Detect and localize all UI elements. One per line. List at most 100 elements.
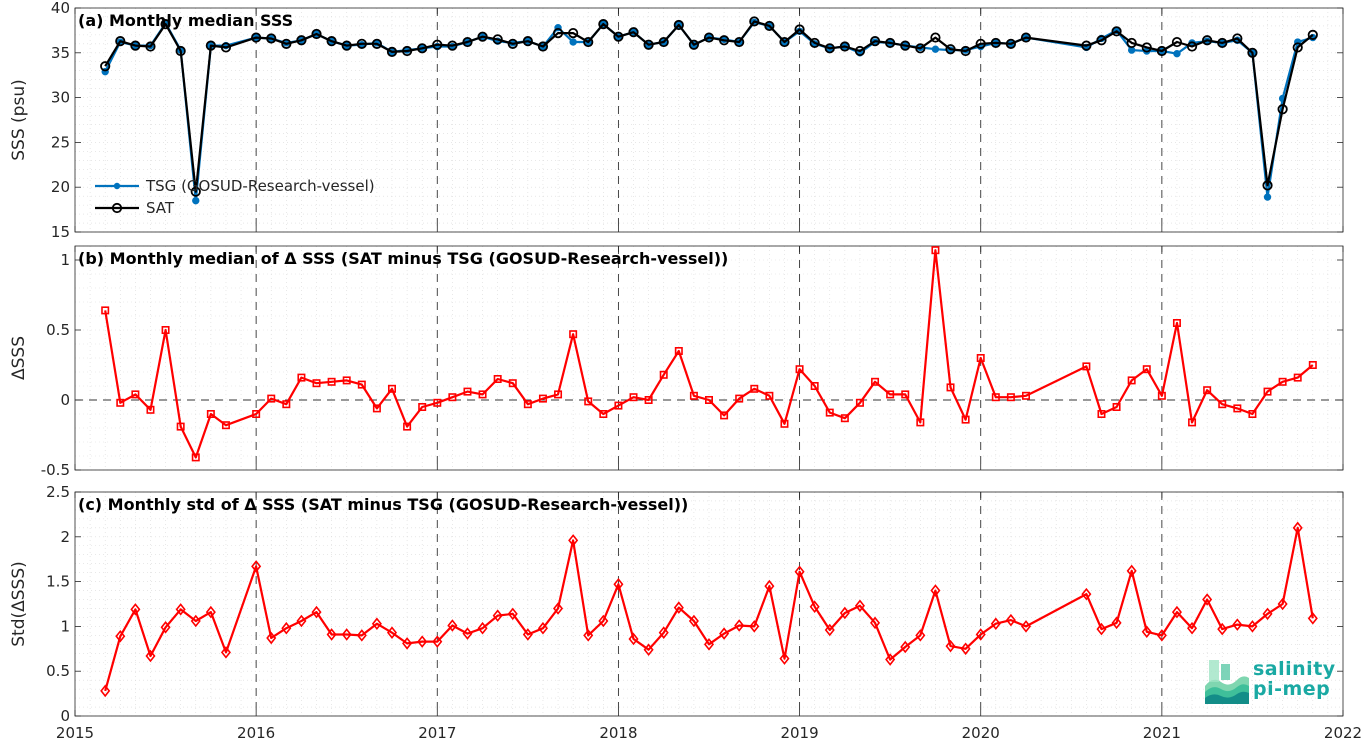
- data-point: [1126, 37, 1137, 49]
- x-tick-label: 2016: [237, 724, 275, 742]
- data-point: [703, 32, 715, 43]
- data-point: [507, 607, 518, 621]
- data-point: [961, 415, 970, 424]
- data-point: [1262, 607, 1273, 621]
- data-point: [357, 380, 366, 389]
- legend-marker: [111, 202, 123, 214]
- data-point: [507, 38, 518, 49]
- y-tick-label: 15: [51, 223, 70, 241]
- data-point: [522, 628, 533, 641]
- x-tick-label: 2020: [962, 724, 1000, 742]
- data-point: [734, 619, 745, 632]
- data-point: [266, 631, 277, 645]
- data-point: [205, 40, 216, 51]
- data-point: [780, 419, 789, 428]
- data-point: [644, 395, 653, 404]
- data-point: [130, 603, 141, 616]
- data-point: [463, 387, 472, 396]
- data-point: [1142, 365, 1151, 374]
- data-point: [477, 31, 488, 42]
- data-point: [1081, 587, 1092, 601]
- data-point: [1081, 40, 1092, 51]
- data-point: [160, 19, 171, 30]
- data-point: [749, 620, 760, 633]
- data-point: [312, 379, 321, 388]
- data-point: [765, 391, 774, 400]
- axes-box: [74, 245, 1344, 471]
- data-point: [749, 16, 760, 27]
- panel-title: (c) Monthly std of Δ SSS (SAT minus TSG …: [78, 495, 688, 514]
- data-point: [794, 24, 805, 35]
- data-point: [356, 629, 367, 642]
- y-tick-label: 1: [60, 251, 70, 269]
- data-point: [990, 37, 1001, 49]
- data-point: [1006, 393, 1015, 402]
- data-point: [386, 46, 398, 58]
- y-tick-label: 30: [51, 89, 70, 107]
- data-point: [492, 609, 503, 622]
- y-tick-label: 25: [51, 133, 70, 151]
- data-point: [854, 599, 865, 613]
- panel-b: -0.5 0 0.5 1 ΔSSS (b) Monthly median of Δ SSS…: [9, 245, 1344, 479]
- data-point: [901, 390, 910, 399]
- data-point: [1217, 622, 1228, 636]
- data-point: [1277, 104, 1288, 115]
- data-point: [176, 422, 185, 431]
- data-point: [945, 639, 956, 653]
- data-point: [1187, 621, 1198, 635]
- data-point: [1020, 620, 1032, 633]
- series-line-0: [104, 249, 1314, 459]
- data-point: [537, 621, 548, 635]
- data-point: [447, 40, 458, 51]
- data-point: [1293, 373, 1302, 382]
- salinity-pi-mep-logo: salinity pi-mep: [1203, 656, 1343, 706]
- data-point: [190, 186, 201, 197]
- data-point: [1217, 37, 1228, 49]
- data-point: [688, 614, 699, 628]
- data-point: [688, 39, 700, 50]
- data-point: [764, 20, 775, 32]
- data-point: [447, 619, 458, 632]
- data-point: [1112, 402, 1121, 411]
- data-point: [839, 41, 850, 52]
- data-point: [583, 629, 594, 642]
- data-point: [220, 42, 232, 53]
- data-point: [931, 246, 940, 255]
- data-point: [205, 605, 216, 619]
- data-point: [281, 621, 292, 635]
- data-point: [356, 38, 367, 49]
- axes-box: [74, 7, 1344, 233]
- data-point: [916, 418, 925, 427]
- data-point: [629, 393, 638, 402]
- data-point: [100, 61, 111, 72]
- data-point: [930, 32, 941, 43]
- data-point: [1263, 193, 1272, 201]
- data-point: [1021, 391, 1030, 400]
- data-point: [341, 40, 352, 51]
- data-point: [900, 640, 911, 654]
- data-point: [1218, 400, 1227, 409]
- data-point: [869, 36, 881, 47]
- data-point: [673, 19, 684, 31]
- data-point: [190, 614, 201, 628]
- data-point: [658, 626, 669, 639]
- data-point: [1203, 386, 1212, 395]
- data-point: [1247, 47, 1258, 58]
- data-point: [175, 603, 186, 616]
- data-point: [824, 43, 835, 54]
- panel-a: 15 20 25 30 35 40 SSS (psu) (a) Monthly median …: [9, 0, 1344, 241]
- y-tick-label: 40: [51, 0, 70, 17]
- data-point: [915, 629, 926, 642]
- data-point: [569, 330, 578, 339]
- data-point: [478, 390, 487, 399]
- y-tick-label: 35: [51, 44, 70, 62]
- x-tick-label: 2019: [780, 724, 818, 742]
- y-tick-label: 0: [60, 391, 70, 409]
- y-tick-label: 2.5: [46, 483, 70, 501]
- data-point: [1020, 32, 1032, 43]
- data-point: [462, 627, 473, 640]
- data-point: [146, 405, 155, 414]
- series-line-0: [104, 526, 1314, 692]
- data-point: [598, 614, 609, 628]
- legend-marker: [113, 182, 121, 190]
